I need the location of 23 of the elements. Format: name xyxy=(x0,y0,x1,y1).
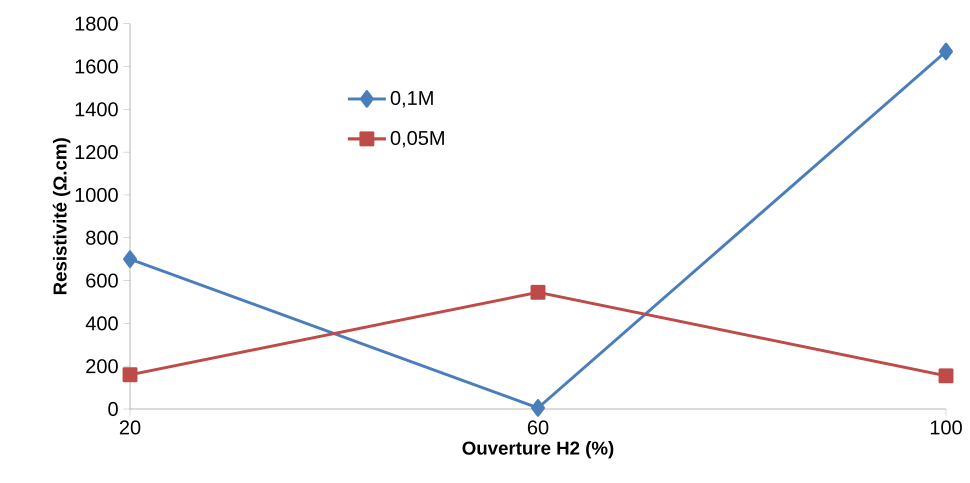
y-axis-title: Resistivité (Ω.cm) xyxy=(52,138,70,294)
y-tick-label: 1200 xyxy=(76,145,118,160)
point xyxy=(938,368,954,384)
point xyxy=(530,284,546,300)
y-tick-label: 0 xyxy=(108,402,118,416)
point xyxy=(939,42,953,60)
y-tick-label: 600 xyxy=(86,273,118,288)
y-tick-label: 1400 xyxy=(76,102,118,116)
x-axis-title: Ouverture H2 (%) xyxy=(462,441,614,458)
y-tick-label: 200 xyxy=(86,359,118,374)
y-tick-label: 1000 xyxy=(76,188,118,202)
point xyxy=(123,250,137,268)
y-tick-label: 1800 xyxy=(76,16,118,31)
point xyxy=(531,399,545,417)
y-tick-label: 800 xyxy=(86,230,118,245)
y-tick-label: 1600 xyxy=(76,59,118,74)
point xyxy=(122,367,138,382)
legend-label: 0,1M xyxy=(390,90,433,108)
x-tick-label: 20 xyxy=(120,420,140,435)
x-tick-label: 100 xyxy=(930,420,962,435)
legend-label: 0,05M xyxy=(390,130,444,148)
y-tick-label: 400 xyxy=(86,316,118,330)
x-tick-label: 60 xyxy=(528,420,548,435)
